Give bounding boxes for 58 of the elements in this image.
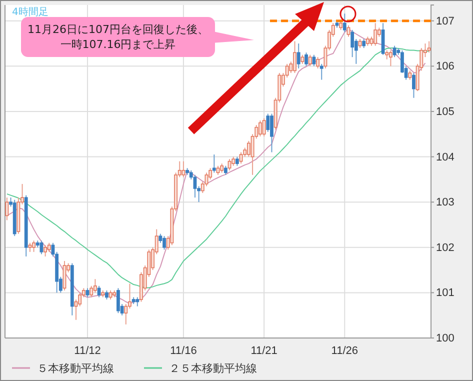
candlestick	[408, 70, 412, 80]
candlestick	[235, 156, 239, 166]
y-tick-label: 102	[436, 242, 454, 254]
candlestick	[216, 165, 220, 176]
y-tick-label: 106	[436, 60, 454, 73]
candlestick	[270, 113, 274, 153]
candlestick	[162, 236, 166, 250]
candlestick	[204, 172, 208, 187]
candlestick	[320, 63, 324, 80]
candlestick	[339, 20, 343, 30]
candlestick	[232, 156, 236, 166]
annotation: 4時間足	[12, 6, 48, 18]
candlestick	[5, 197, 9, 221]
x-tick-label: 11/21	[250, 344, 278, 357]
candlestick	[28, 242, 32, 252]
candlestick	[86, 288, 90, 298]
candlestick	[258, 120, 262, 137]
candlestick	[116, 288, 120, 314]
y-tick-label: 105	[436, 106, 454, 118]
candlestick	[47, 242, 51, 252]
candlestick	[374, 22, 378, 46]
candlestick	[212, 154, 216, 174]
annotation: 11月26日に107円台を回復した後、一時107.16円まで上昇	[28, 23, 208, 51]
candlestick	[312, 54, 316, 67]
candlestick	[93, 278, 97, 294]
candlestick	[316, 56, 320, 69]
legend-label: ５本移動平均線	[37, 362, 114, 375]
candlestick	[224, 165, 228, 176]
candlestick	[105, 290, 108, 300]
candlestick	[296, 43, 300, 69]
candlestick	[40, 240, 44, 255]
x-tick-label: 11/12	[74, 344, 101, 357]
candlestick	[136, 296, 140, 307]
candlestick	[427, 40, 431, 54]
candlestick	[385, 50, 389, 60]
candlestick	[300, 54, 304, 64]
candlestick	[262, 118, 266, 137]
candlestick	[247, 140, 250, 158]
y-tick-label: 107	[436, 15, 454, 28]
candlestick	[220, 163, 224, 174]
candlestick	[293, 40, 296, 74]
candlestick	[182, 160, 186, 178]
candlestick	[389, 50, 392, 67]
x-tick-label: 11/16	[170, 344, 197, 357]
candlestick	[44, 244, 47, 257]
y-tick-label: 104	[436, 151, 454, 164]
candlestick	[32, 240, 36, 252]
y-tick-label: 101	[436, 287, 454, 300]
x-tick-label: 11/26	[331, 344, 358, 357]
candlestick	[362, 38, 366, 49]
candlestick	[304, 52, 308, 67]
candlestick	[342, 13, 346, 33]
legend-label: ２５本移動平均線	[169, 362, 257, 375]
candlestick	[412, 72, 416, 98]
y-tick-label: 100	[436, 332, 454, 345]
candlestick	[308, 54, 312, 67]
candlestick	[366, 36, 370, 46]
y-tick-label: 103	[436, 196, 454, 209]
